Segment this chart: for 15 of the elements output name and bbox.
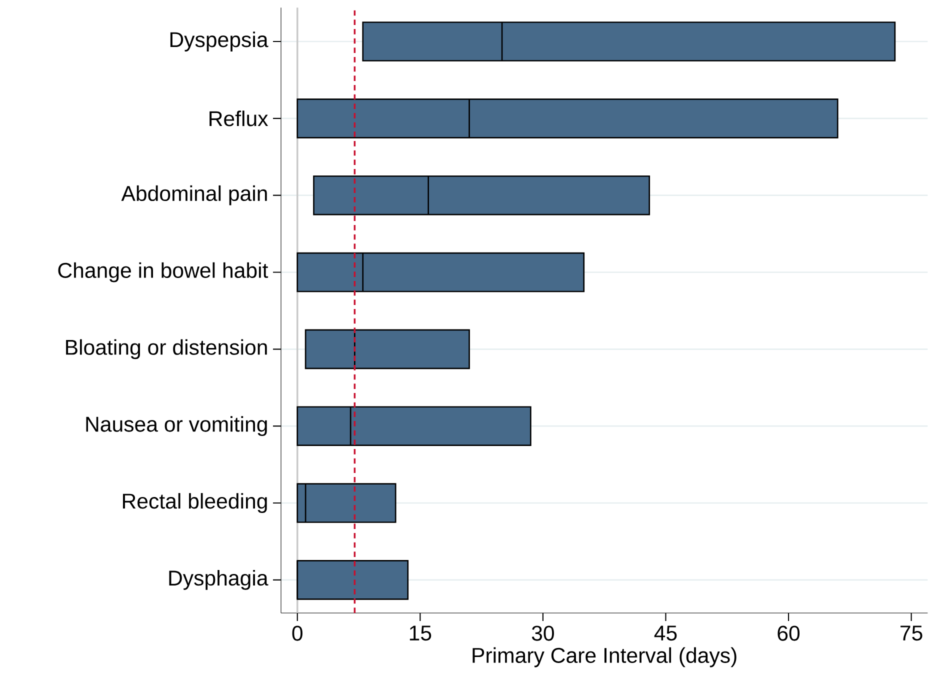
y-tick-label: Nausea or vomiting [86, 416, 267, 436]
y-tick-label: Dyspepsia [170, 32, 268, 52]
x-tick-label: 30 [532, 626, 554, 641]
y-tick-label: Change in bowel habit [58, 262, 268, 282]
y-tick-label: Abdominal pain [121, 185, 267, 206]
y-tick-label: Reflux [210, 110, 268, 126]
y-tick-label: Bloating or distension [66, 339, 267, 360]
y-tick-label: Rectal bleeding [122, 493, 267, 513]
y-tick-label: Dysphagia [169, 570, 268, 590]
x-tick-label: 75 [900, 626, 922, 641]
x-tick-label: 45 [654, 626, 677, 641]
x-axis-title: Primary Care Interval (days) [472, 647, 736, 668]
x-tick-label: 15 [410, 626, 432, 641]
x-tick-label: 60 [778, 626, 800, 641]
x-tick-label: 0 [292, 626, 302, 641]
